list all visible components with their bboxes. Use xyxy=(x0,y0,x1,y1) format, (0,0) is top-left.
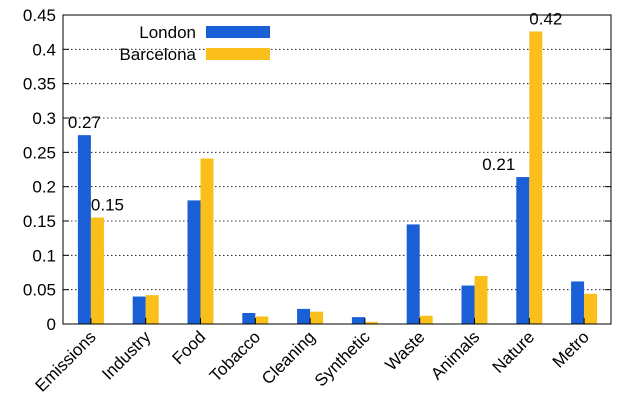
y-tick-label: 0.1 xyxy=(32,246,56,265)
y-tick-label: 0.2 xyxy=(32,178,56,197)
bars xyxy=(77,31,598,324)
bar-barcelona-animals xyxy=(474,275,488,324)
y-tick-label: 0.05 xyxy=(23,281,56,300)
y-axis: 0 0.05 0.1 0.15 0.2 0.25 0.3 0.35 0.4 0.45 xyxy=(23,6,611,334)
legend-label: Barcelona xyxy=(119,45,196,64)
bar-london-waste xyxy=(406,224,420,324)
bar-barcelona-food xyxy=(200,158,214,324)
bar-london-food xyxy=(187,200,201,324)
plot-frame xyxy=(62,14,612,325)
x-tick-label: Food xyxy=(168,327,209,368)
x-tick-label: Animals xyxy=(427,327,483,383)
data-label: 0.15 xyxy=(91,196,124,215)
y-tick-label: 0.25 xyxy=(23,143,56,162)
data-label: 0.42 xyxy=(529,9,562,28)
y-tick-label: 0.35 xyxy=(23,75,56,94)
x-tick-label: Tobacco xyxy=(206,327,264,385)
x-tick-label: Metro xyxy=(549,327,593,371)
bar-london-emissions xyxy=(77,135,91,324)
x-tick-label: Waste xyxy=(381,327,428,374)
bar-london-industry xyxy=(132,296,146,324)
bar-barcelona-cleaning xyxy=(310,311,324,324)
bar-barcelona-metro xyxy=(584,293,598,324)
bar-barcelona-nature xyxy=(529,31,543,324)
legend-swatch-barcelona xyxy=(206,48,270,60)
y-tick-label: 0.3 xyxy=(32,109,56,128)
legend-label: London xyxy=(139,23,196,42)
data-label: 0.27 xyxy=(68,113,101,132)
bar-london-metro xyxy=(571,281,585,324)
x-tick-label: Emissions xyxy=(32,327,100,395)
x-tick-label: Industry xyxy=(98,327,155,384)
bar-london-synthetic xyxy=(351,317,365,324)
x-tick-label: Cleaning xyxy=(258,327,319,388)
data-labels: 0.27 0.15 0.21 0.42 xyxy=(68,9,563,214)
y-tick-label: 0.15 xyxy=(23,212,56,231)
x-tick-label: Nature xyxy=(489,327,539,377)
legend-swatch-london xyxy=(206,26,270,38)
bar-barcelona-emissions xyxy=(90,217,104,324)
data-label: 0.21 xyxy=(482,155,515,174)
x-tick-label: Synthetic xyxy=(311,327,374,390)
bar-barcelona-tobacco xyxy=(255,316,269,324)
bar-barcelona-waste xyxy=(419,315,433,324)
bar-barcelona-industry xyxy=(145,295,159,324)
y-tick-label: 0.45 xyxy=(23,6,56,25)
y-tick-label: 0.4 xyxy=(32,40,56,59)
bar-london-cleaning xyxy=(297,308,311,324)
bar-barcelona-synthetic xyxy=(364,321,378,324)
bar-london-animals xyxy=(461,285,475,324)
bar-london-nature xyxy=(516,177,530,324)
bar-london-tobacco xyxy=(242,313,256,324)
y-tick-label: 0 xyxy=(47,315,56,334)
legend: London Barcelona xyxy=(119,23,270,64)
